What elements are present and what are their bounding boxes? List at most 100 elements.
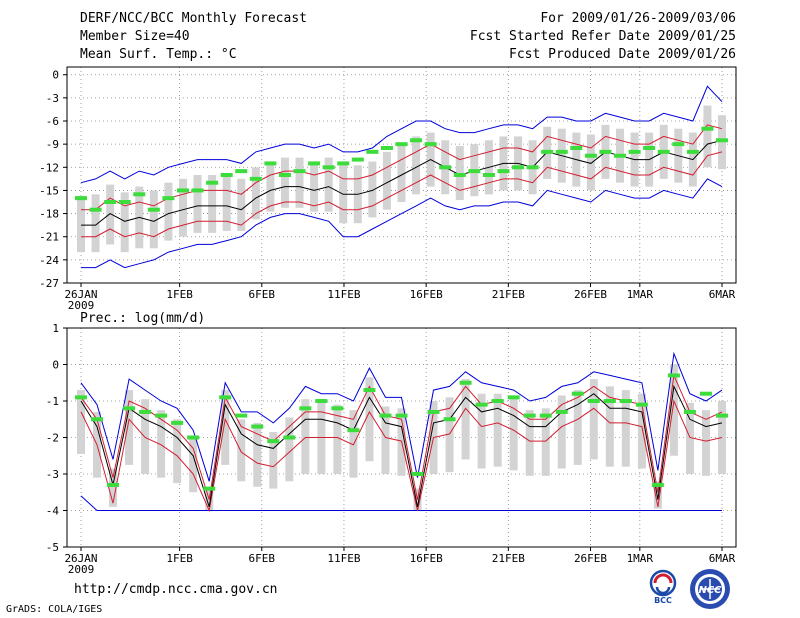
observed-marker	[206, 180, 219, 185]
ensemble-spread-box	[368, 161, 377, 218]
observed-marker	[482, 173, 495, 177]
x-tick-label: 26JAN	[64, 552, 97, 565]
observed-marker	[475, 402, 488, 407]
observed-marker	[133, 192, 146, 197]
x-tick-label: 16FEB	[410, 552, 443, 565]
ensemble-spread-box	[310, 161, 319, 212]
observed-marker	[523, 413, 536, 418]
y-tick-label: -2	[46, 432, 59, 445]
ensemble-spread-box	[266, 161, 275, 212]
ensemble-spread-box	[701, 410, 710, 476]
precipitation-title: Prec.: log(mm/d)	[80, 311, 205, 326]
observed-marker	[293, 169, 306, 174]
bcc-logo: BCC	[642, 569, 684, 605]
y-tick-label: 0	[52, 359, 59, 372]
ensemble-spread-box	[77, 390, 85, 454]
forecast-period: For 2009/01/26-2009/03/06	[540, 11, 736, 26]
observed-marker	[249, 176, 262, 181]
observed-marker	[315, 399, 328, 403]
observed-marker	[555, 409, 568, 414]
observed-marker	[424, 142, 437, 147]
ensemble-spread-box	[493, 393, 502, 467]
ensemble-spread-box	[573, 390, 582, 465]
ensemble-spread-box	[445, 397, 454, 473]
observed-marker	[619, 399, 632, 403]
observed-marker	[570, 146, 583, 150]
x-tick-label: 21FEB	[492, 288, 525, 301]
forecast-started-date: Fcst Started Refer Date 2009/01/25	[469, 29, 736, 44]
observed-marker	[235, 169, 248, 174]
observed-marker	[683, 409, 696, 414]
observed-marker	[584, 153, 597, 158]
observed-marker	[395, 413, 408, 418]
y-tick-label: -12	[39, 161, 59, 174]
x-tick-label: 26FEB	[574, 552, 607, 565]
observed-marker	[308, 161, 321, 166]
grads-credit: GrADS: COLA/IGES	[6, 604, 103, 615]
y-tick-label: 0	[52, 69, 59, 82]
lower-spread-line	[80, 399, 723, 513]
y-tick-label: -4	[46, 505, 60, 518]
observed-marker	[267, 439, 280, 444]
observed-marker	[176, 188, 189, 193]
y-tick-label: 1	[52, 322, 59, 335]
ensemble-spread-box	[269, 432, 278, 489]
observed-marker	[162, 196, 175, 201]
observed-marker	[251, 424, 264, 429]
y-tick-label: -3	[46, 92, 59, 105]
ensemble-spread-box	[382, 151, 391, 210]
ensemble-spread-box	[541, 408, 550, 476]
observed-marker	[587, 399, 600, 403]
observed-marker	[443, 417, 456, 422]
ensemble-spread-box	[477, 393, 486, 469]
ensemble-spread-box	[605, 386, 614, 467]
observed-marker	[603, 399, 616, 403]
ensemble-max-line	[80, 85, 723, 184]
observed-marker	[526, 165, 539, 170]
ensemble-spread-box	[301, 399, 310, 474]
ensemble-spread-box	[653, 481, 662, 509]
ensemble-spread-box	[621, 390, 630, 467]
observed-marker	[235, 413, 248, 418]
observed-marker	[686, 149, 699, 154]
x-tick-label: 26FEB	[574, 288, 607, 301]
ensemble-spread-box	[208, 175, 217, 233]
observed-marker	[497, 169, 510, 174]
ensemble-min-line	[81, 178, 723, 269]
ensemble-spread-box	[365, 377, 374, 462]
observed-marker	[123, 406, 136, 411]
observed-marker	[491, 399, 504, 403]
upper-spread-line	[80, 373, 723, 500]
ensemble-spread-box	[295, 157, 304, 208]
observed-marker	[459, 380, 472, 385]
y-tick-label: -15	[39, 184, 59, 197]
x-tick-label: 26JAN	[64, 288, 97, 301]
x-tick-label: 6FEB	[249, 552, 276, 565]
observed-marker	[555, 149, 568, 154]
ensemble-spread-box	[461, 379, 470, 460]
observed-marker	[220, 173, 233, 177]
ensemble-spread-box	[149, 190, 158, 249]
ensemble-spread-box	[586, 134, 595, 191]
ensemble-spread-box	[324, 157, 333, 212]
observed-marker	[347, 428, 360, 433]
ensemble-spread-box	[106, 184, 115, 245]
ensemble-spread-box	[193, 175, 202, 233]
observed-marker	[322, 165, 335, 170]
observed-marker	[203, 486, 216, 491]
y-tick-label: -27	[39, 277, 59, 290]
ncc-logo: NCC	[686, 567, 734, 611]
observed-marker	[643, 146, 656, 150]
y-tick-label: -6	[46, 115, 59, 128]
observed-marker	[379, 413, 392, 418]
x-tick-label: 11FEB	[327, 552, 360, 565]
observed-marker	[107, 482, 120, 487]
source-url[interactable]: http://cmdp.ncc.cma.gov.cn	[74, 582, 278, 597]
observed-marker	[219, 395, 232, 400]
ensemble-spread-box	[157, 410, 166, 478]
ensemble-spread-box	[685, 402, 694, 474]
observed-marker	[672, 142, 685, 147]
observed-marker	[427, 409, 440, 414]
ensemble-spread-box	[173, 419, 182, 484]
bcc-logo-text: BCC	[654, 596, 672, 605]
